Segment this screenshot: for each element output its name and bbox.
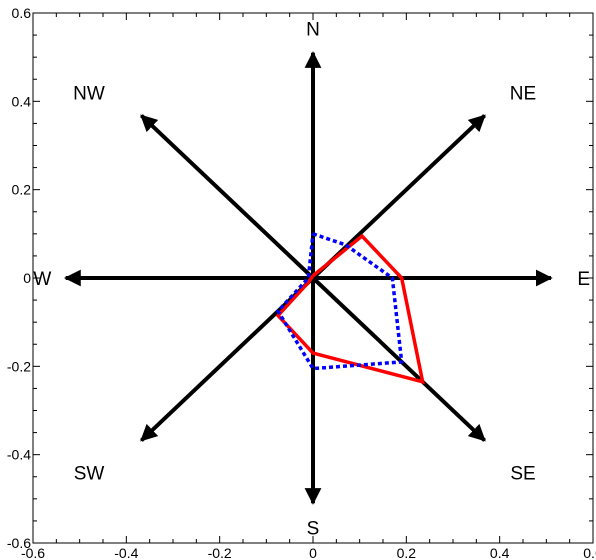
direction-label-ne: NE	[510, 84, 536, 105]
direction-label-nw: NW	[73, 84, 105, 105]
x-tick-label: 0.6	[583, 545, 596, 560]
direction-label-n: N	[306, 19, 320, 40]
arrow-nw	[140, 114, 315, 280]
y-tick-label: 0	[23, 270, 31, 286]
series-line-1	[275, 233, 425, 385]
x-tick-label: -0.2	[208, 545, 232, 560]
axis-tick-labels: -0.6 -0.4 -0.2 0 0.2 0.4 0.6 -0.6 -0.4 -0.2 0 0.2 0.…	[7, 5, 596, 560]
axis-ticks	[32, 12, 594, 544]
direction-labels: N NE E SE S SW W NW	[33, 19, 590, 539]
y-tick-label: 0.2	[12, 182, 32, 198]
compass-arrows	[63, 51, 553, 505]
y-tick-label: -0.2	[7, 358, 31, 374]
direction-label-w: W	[33, 269, 51, 290]
arrow-se	[311, 276, 486, 442]
x-tick-label: 0.4	[490, 545, 510, 560]
data-series	[275, 232, 425, 385]
x-tick-label: 0	[309, 545, 317, 560]
x-tick-label: -0.6	[21, 545, 45, 560]
direction-label-sw: SW	[74, 463, 105, 484]
y-tick-label: 0.4	[12, 93, 32, 109]
direction-label-s: S	[307, 519, 320, 540]
x-tick-label: -0.4	[114, 545, 138, 560]
series-line-2	[275, 232, 404, 371]
direction-label-se: SE	[510, 463, 535, 484]
y-tick-label: -0.6	[7, 535, 31, 551]
y-tick-label: -0.4	[7, 447, 31, 463]
x-tick-label: 0.2	[397, 545, 417, 560]
direction-label-e: E	[577, 269, 590, 290]
arrow-sw	[140, 276, 315, 442]
y-tick-label: 0.6	[12, 5, 32, 21]
